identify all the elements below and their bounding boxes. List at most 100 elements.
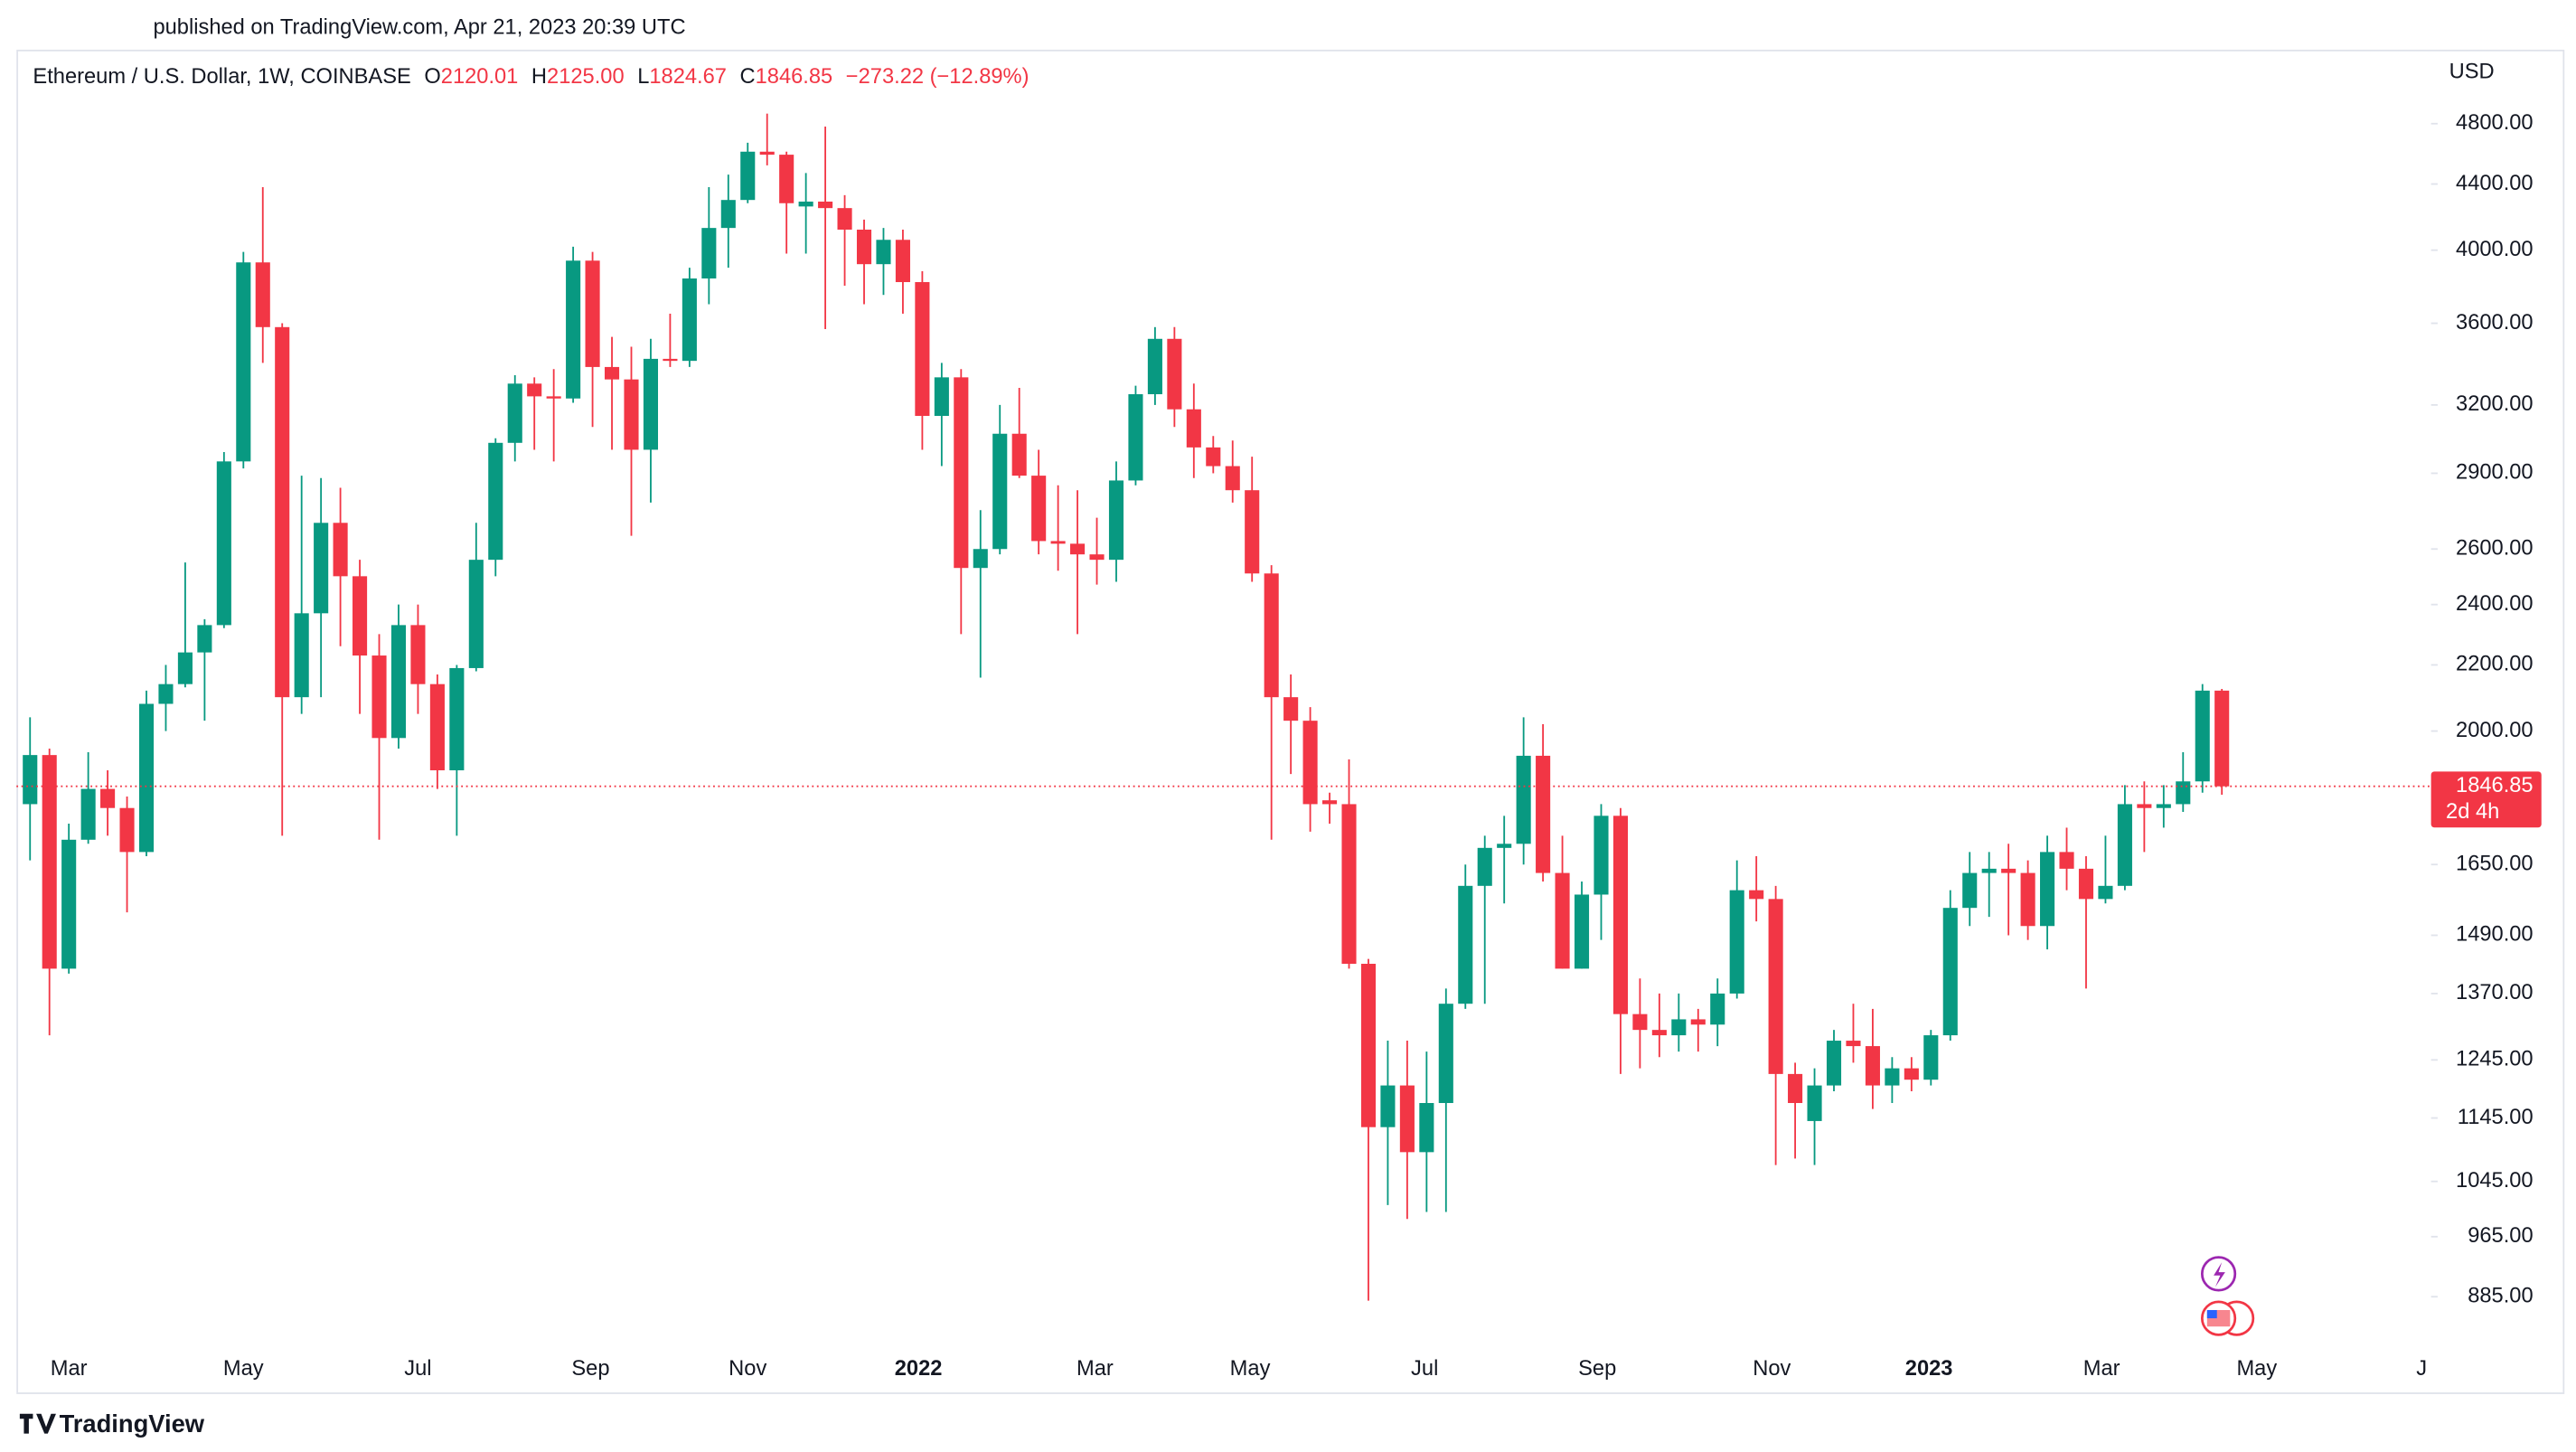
candle-body (1050, 541, 1066, 544)
candle-body (1419, 1103, 1434, 1153)
candle-body (2001, 868, 2017, 873)
candle-body (158, 684, 174, 704)
candle-body (798, 201, 813, 207)
candle-body (2214, 690, 2230, 787)
candle-body (371, 655, 387, 739)
candle-body (1594, 816, 1609, 895)
lightning (2214, 1262, 2225, 1287)
event-icons[interactable] (2200, 1256, 2255, 1336)
candle-body (1962, 872, 1978, 909)
candle-body (2137, 804, 2152, 808)
candle-body (895, 240, 910, 283)
candle-body (1245, 490, 1260, 574)
y-tick-label: 3600.00 (2456, 311, 2534, 335)
candle-body (119, 807, 135, 853)
candle-body (1108, 480, 1124, 561)
candle-body (1555, 872, 1570, 969)
ohlc-value: 1824.67 (649, 65, 727, 89)
candle-body (1923, 1035, 1939, 1080)
y-tick-label: 1490.00 (2456, 923, 2534, 947)
candle-body (177, 652, 193, 684)
y-tick-label: 2000.00 (2456, 719, 2534, 742)
candle-body (294, 613, 309, 698)
candle-body (779, 155, 794, 203)
candle-body (507, 383, 522, 443)
candle-body (2098, 885, 2113, 900)
candle-body (837, 208, 852, 231)
candle-body (1225, 466, 1240, 491)
brand-name: TradingView (60, 1410, 205, 1438)
candle-body (314, 523, 329, 614)
y-tick-label: 1145.00 (2458, 1106, 2534, 1129)
x-tick-label: 2022 (895, 1357, 943, 1381)
price-tag (2430, 771, 2542, 828)
candle-body (1031, 476, 1047, 542)
candle-body (1070, 543, 1086, 555)
candle-body (80, 788, 96, 840)
candle-body (2020, 872, 2035, 927)
y-tick-label: 1370.00 (2456, 981, 2534, 1004)
candle-body (2156, 804, 2171, 808)
candle-body (275, 326, 290, 698)
x-tick-label: Jul (1411, 1357, 1438, 1381)
candle-body (1011, 433, 1027, 476)
candle-body (527, 383, 542, 397)
countdown: 2d 4h (2446, 800, 2499, 824)
candle-body (449, 667, 465, 770)
y-tick-label: 965.00 (2468, 1224, 2533, 1248)
logo (19, 1413, 56, 1434)
candle-body (720, 200, 736, 229)
candle-body (663, 358, 678, 362)
candle-body (1942, 908, 1958, 1036)
candle-body (197, 625, 212, 653)
x-tick-label: May (223, 1357, 264, 1381)
ohlc-label: C (740, 65, 756, 89)
y-tick-label: 2200.00 (2456, 653, 2534, 676)
candle-body (1710, 993, 1725, 1025)
y-tick-label: 4800.00 (2456, 111, 2534, 135)
candle-body (138, 703, 155, 853)
candle-body (546, 396, 561, 399)
y-tick-label: 2600.00 (2456, 537, 2534, 561)
chart-frame (16, 49, 2565, 1394)
candle-body (1904, 1068, 1919, 1080)
ohlc-label: H (531, 65, 547, 89)
ohlc-value: 2125.00 (547, 65, 625, 89)
candle-body (1341, 804, 1357, 965)
ohlc-value: 2120.01 (441, 65, 519, 89)
x-tick-label: Nov (1753, 1357, 1791, 1381)
candle-body (759, 151, 775, 156)
candle-body (682, 278, 697, 362)
candle-body (1302, 721, 1318, 805)
candle-body (915, 282, 930, 417)
price-tag-value: 1846.85 (2456, 774, 2534, 797)
legend: Ethereum / U.S. Dollar, 1W, COINBASE O212… (33, 65, 1029, 89)
candle-body (23, 755, 38, 805)
candle-body (1612, 816, 1628, 1014)
x-tick-label: J (2416, 1357, 2427, 1381)
candle-body (1651, 1030, 1667, 1036)
x-tick-label: May (2236, 1357, 2277, 1381)
x-tick-label: Sep (571, 1357, 609, 1381)
candle-body (468, 560, 484, 668)
ohlc-label: O (424, 65, 440, 89)
candle-body (973, 549, 988, 569)
candle-body (1147, 338, 1162, 395)
candle-body (61, 839, 77, 969)
y-tick-label: 4400.00 (2456, 172, 2534, 195)
x-tick-label: Sep (1578, 1357, 1616, 1381)
x-tick-label: May (1230, 1357, 1271, 1381)
candle-body (255, 262, 270, 327)
candle-body (604, 366, 620, 380)
candle-body (954, 377, 969, 569)
candle-body (353, 576, 368, 656)
x-tick-label: Mar (2083, 1357, 2120, 1381)
x-tick-label: Mar (51, 1357, 88, 1381)
candle-body (2078, 868, 2094, 900)
candle-body (740, 151, 756, 201)
candle-body (1536, 755, 1551, 873)
candle-body (1574, 894, 1590, 969)
y-tick-label: 1045.00 (2456, 1169, 2534, 1193)
candle-body (1865, 1046, 1880, 1086)
